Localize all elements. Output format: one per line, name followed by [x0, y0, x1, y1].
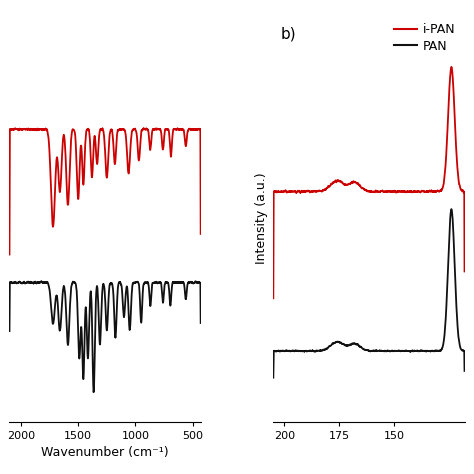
Text: b): b): [281, 27, 297, 41]
Legend: i-PAN, PAN: i-PAN, PAN: [392, 20, 458, 55]
X-axis label: Wavenumber (cm⁻¹): Wavenumber (cm⁻¹): [41, 447, 169, 459]
Y-axis label: Intensity (a.u.): Intensity (a.u.): [255, 172, 268, 264]
